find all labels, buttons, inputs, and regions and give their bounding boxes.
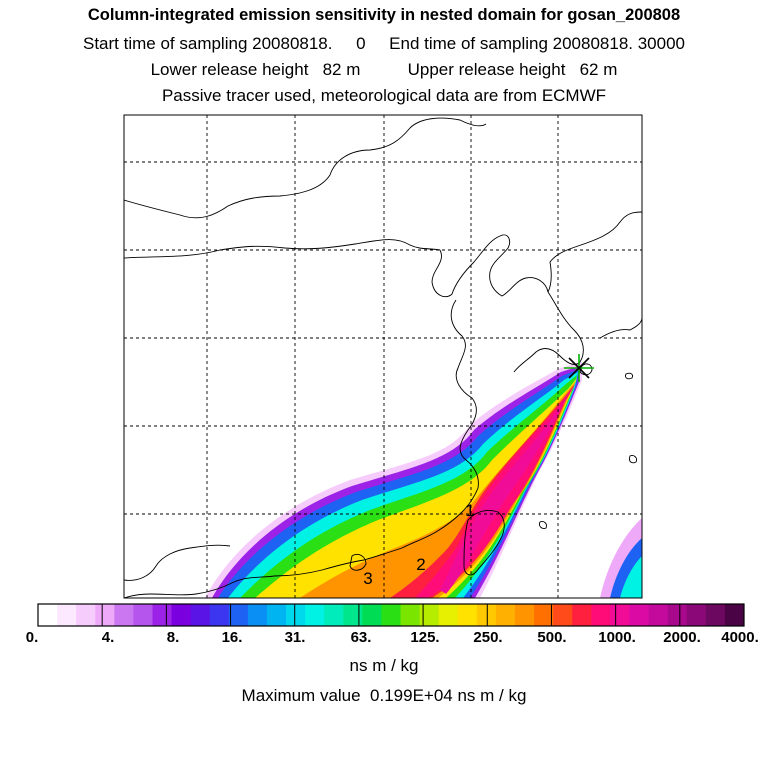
colorbar-swatch	[476, 604, 497, 626]
colorbar-swatch	[515, 604, 535, 626]
colorbar-tick-6: 125.	[410, 629, 440, 646]
colorbar-swatch	[228, 604, 249, 626]
colorbar-swatch	[457, 604, 478, 626]
colorbar-swatch	[381, 604, 402, 626]
colorbar-tick-11: 4000.	[721, 629, 759, 646]
coastlines	[124, 117, 642, 598]
colorbar-swatch	[286, 604, 306, 626]
tracer-info-line: Passive tracer used, meteorological data…	[161, 86, 607, 105]
colorbar-swatch	[534, 604, 554, 626]
colorbar-tick-7: 250.	[473, 629, 503, 646]
colorbar-tick-3: 16.	[221, 629, 243, 646]
colorbar-swatch	[305, 604, 325, 626]
colorbar-swatch	[133, 604, 153, 626]
colorbar-tick-4: 31.	[284, 629, 306, 646]
graticule	[124, 115, 642, 598]
colorbar-tick-8: 500.	[537, 629, 567, 646]
colorbar-swatch	[572, 604, 592, 626]
colorbar-swatch	[648, 604, 669, 626]
colorbar-tick-1: 4.	[101, 629, 115, 646]
colorbar-swatch	[629, 604, 650, 626]
sampling-time-line: Start time of sampling 20080818. 0 End t…	[83, 34, 685, 53]
colorbar-swatch	[362, 604, 382, 626]
colorbar-swatch	[686, 604, 707, 626]
location-label-2: 2	[416, 555, 425, 574]
colorbar	[37, 603, 745, 627]
plume-band-yellow	[255, 378, 577, 598]
colorbar-tick-2: 8.	[166, 629, 180, 646]
colorbar-swatch	[438, 604, 459, 626]
colorbar-swatch	[400, 604, 421, 626]
colorbar-units: ns m / kg	[349, 656, 419, 675]
colorbar-swatch	[95, 604, 115, 626]
colorbar-swatch	[667, 604, 688, 626]
colorbar-swatch	[76, 604, 96, 626]
release-height-line: Lower release height 82 m Upper release …	[150, 60, 618, 79]
colorbar-tick-5: 63.	[350, 629, 372, 646]
colorbar-swatch	[190, 604, 211, 626]
colorbar-swatch	[591, 604, 611, 626]
colorbar-swatch	[266, 604, 287, 626]
map-frame	[123, 114, 643, 599]
colorbar-swatch	[495, 604, 516, 626]
colorbar-swatch	[57, 604, 77, 626]
colorbar-swatch	[152, 604, 173, 626]
colorbar-frame	[37, 603, 745, 627]
plume-band-deepmagenta	[440, 384, 576, 594]
location-label-1: 1	[465, 501, 474, 520]
colorbar-swatch	[343, 604, 363, 626]
colorbar-swatch	[705, 604, 726, 626]
colorbar-swatch	[247, 604, 268, 626]
maximum-value-text: Maximum value 0.199E+04 ns m / kg	[241, 686, 527, 705]
colorbar-swatch	[114, 604, 134, 626]
release-site-star-icon	[564, 354, 594, 382]
colorbar-swatch	[171, 604, 192, 626]
plot-title: Column-integrated emission sensitivity i…	[87, 6, 681, 24]
colorbar-swatch	[38, 604, 58, 626]
colorbar-tick-10: 2000.	[663, 629, 701, 646]
colorbar-swatch	[553, 604, 573, 626]
colorbar-swatch	[419, 604, 440, 626]
colorbar-tick-0: 0.	[25, 629, 39, 646]
colorbar-swatch	[324, 604, 344, 626]
colorbar-swatch	[724, 604, 745, 626]
colorbar-swatch	[610, 604, 631, 626]
colorbar-tick-9: 1000.	[598, 629, 636, 646]
location-label-3: 3	[363, 569, 372, 588]
colorbar-swatch	[209, 604, 230, 626]
